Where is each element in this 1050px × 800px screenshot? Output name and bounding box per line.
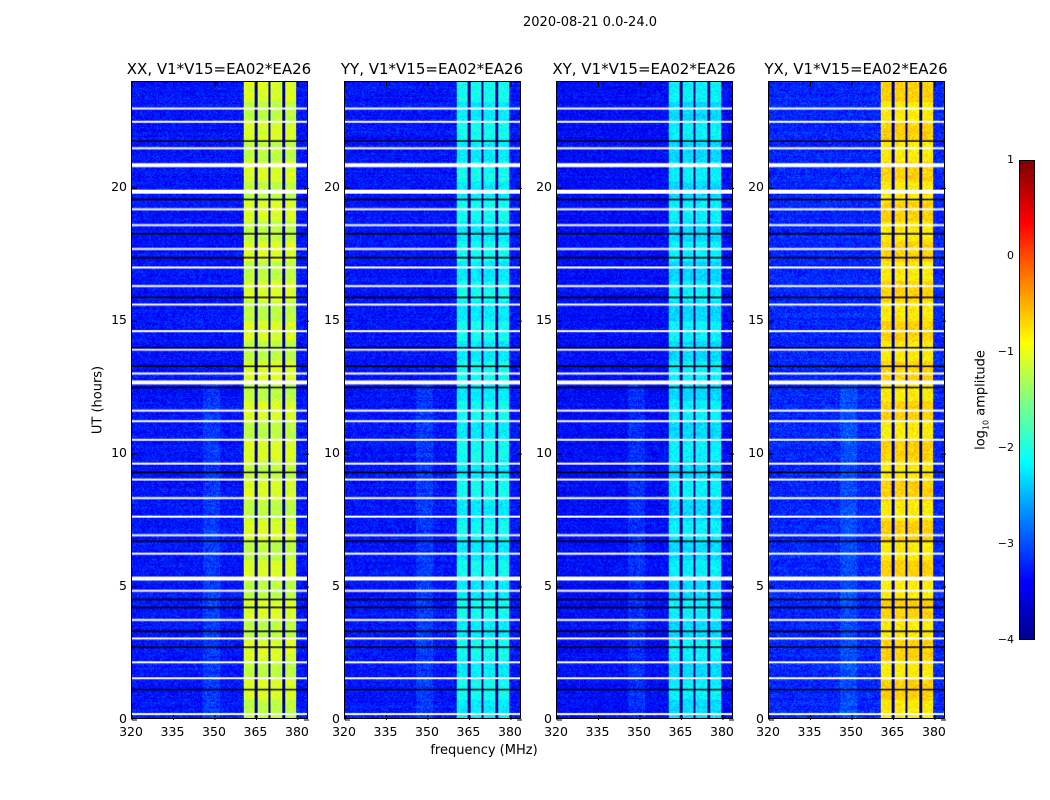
colorbar-tick-label: 0 bbox=[1007, 249, 1014, 262]
y-tick-label: 0 bbox=[332, 711, 340, 726]
colorbar-tick-label: −3 bbox=[997, 537, 1014, 550]
x-tick-label: 335 bbox=[797, 724, 822, 739]
y-tick-label: 20 bbox=[111, 179, 127, 195]
y-tick-label: 10 bbox=[111, 445, 127, 461]
x-tick-label: 365 bbox=[880, 724, 905, 739]
waterfall-panel-2 bbox=[556, 81, 734, 721]
x-tick-label: 320 bbox=[756, 724, 780, 739]
y-tick-label: 5 bbox=[119, 578, 127, 594]
axis-ticks bbox=[344, 82, 522, 721]
colorbar-label-sub: 10 bbox=[981, 419, 991, 431]
colorbar-label: log10 amplitude bbox=[974, 350, 991, 450]
y-tick-label: 0 bbox=[756, 711, 764, 726]
x-tick-label: 350 bbox=[202, 724, 226, 739]
axis-ticks bbox=[768, 82, 946, 721]
x-tick-label: 380 bbox=[922, 724, 946, 739]
y-tick-label: 20 bbox=[748, 179, 764, 195]
y-tick-label: 15 bbox=[324, 312, 340, 328]
panel-title: YY, V1*V15=EA02*EA26 bbox=[340, 60, 524, 78]
panel-title: XX, V1*V15=EA02*EA26 bbox=[126, 60, 312, 78]
x-axis-label: frequency (MHz) bbox=[430, 743, 538, 758]
x-tick-label: 365 bbox=[668, 724, 693, 739]
figure-title: 2020-08-21 0.0-24.0 bbox=[523, 15, 657, 30]
x-tick-label: 380 bbox=[710, 724, 734, 739]
y-tick-label: 15 bbox=[111, 312, 127, 328]
colorbar bbox=[1019, 160, 1035, 640]
y-tick-label: 10 bbox=[536, 445, 552, 461]
x-tick-label: 380 bbox=[285, 724, 309, 739]
waterfall-panel-1 bbox=[344, 81, 522, 721]
axis-ticks bbox=[556, 82, 734, 721]
x-tick-label: 365 bbox=[456, 724, 481, 739]
y-tick-label: 20 bbox=[324, 179, 340, 195]
y-tick-label: 10 bbox=[748, 445, 764, 461]
waterfall-image bbox=[132, 82, 307, 718]
y-tick-label: 0 bbox=[119, 711, 127, 726]
waterfall-image bbox=[769, 82, 944, 718]
waterfall-panel-3 bbox=[768, 81, 946, 721]
y-tick-label: 5 bbox=[544, 578, 552, 594]
y-tick-label: 10 bbox=[324, 445, 340, 461]
waterfall-panel-0 bbox=[131, 81, 309, 721]
x-tick-label: 335 bbox=[585, 724, 610, 739]
colorbar-label-main: log bbox=[973, 430, 989, 450]
x-tick-label: 350 bbox=[415, 724, 439, 739]
y-tick-label: 15 bbox=[536, 312, 552, 328]
x-tick-label: 320 bbox=[544, 724, 568, 739]
x-tick-label: 335 bbox=[373, 724, 398, 739]
y-tick-label: 5 bbox=[332, 578, 340, 594]
y-tick-label: 0 bbox=[544, 711, 552, 726]
x-tick-label: 320 bbox=[119, 724, 143, 739]
colorbar-tick-label: −2 bbox=[997, 441, 1014, 454]
x-tick-label: 380 bbox=[498, 724, 522, 739]
waterfall-image bbox=[345, 82, 520, 718]
colorbar-tick-label: 1 bbox=[1007, 153, 1014, 166]
x-tick-label: 365 bbox=[243, 724, 268, 739]
x-tick-label: 350 bbox=[627, 724, 651, 739]
colorbar-tick-label: −4 bbox=[997, 633, 1014, 646]
x-tick-label: 320 bbox=[332, 724, 356, 739]
axis-ticks bbox=[131, 82, 309, 721]
colorbar-label-tail: amplitude bbox=[973, 350, 989, 420]
y-tick-label: 20 bbox=[536, 179, 552, 195]
x-tick-label: 335 bbox=[160, 724, 185, 739]
panel-title: XY, V1*V15=EA02*EA26 bbox=[552, 60, 736, 78]
y-tick-label: 15 bbox=[748, 312, 764, 328]
y-axis-label: UT (hours) bbox=[90, 365, 106, 435]
x-tick-label: 350 bbox=[839, 724, 863, 739]
panel-title: YX, V1*V15=EA02*EA26 bbox=[764, 60, 948, 78]
colorbar-tick-label: −1 bbox=[997, 345, 1014, 358]
y-tick-label: 5 bbox=[756, 578, 764, 594]
waterfall-image bbox=[557, 82, 732, 718]
